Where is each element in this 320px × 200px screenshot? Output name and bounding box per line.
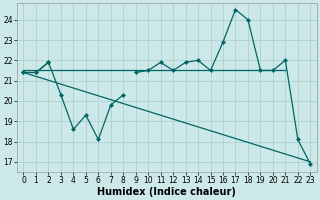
X-axis label: Humidex (Indice chaleur): Humidex (Indice chaleur) <box>98 187 236 197</box>
